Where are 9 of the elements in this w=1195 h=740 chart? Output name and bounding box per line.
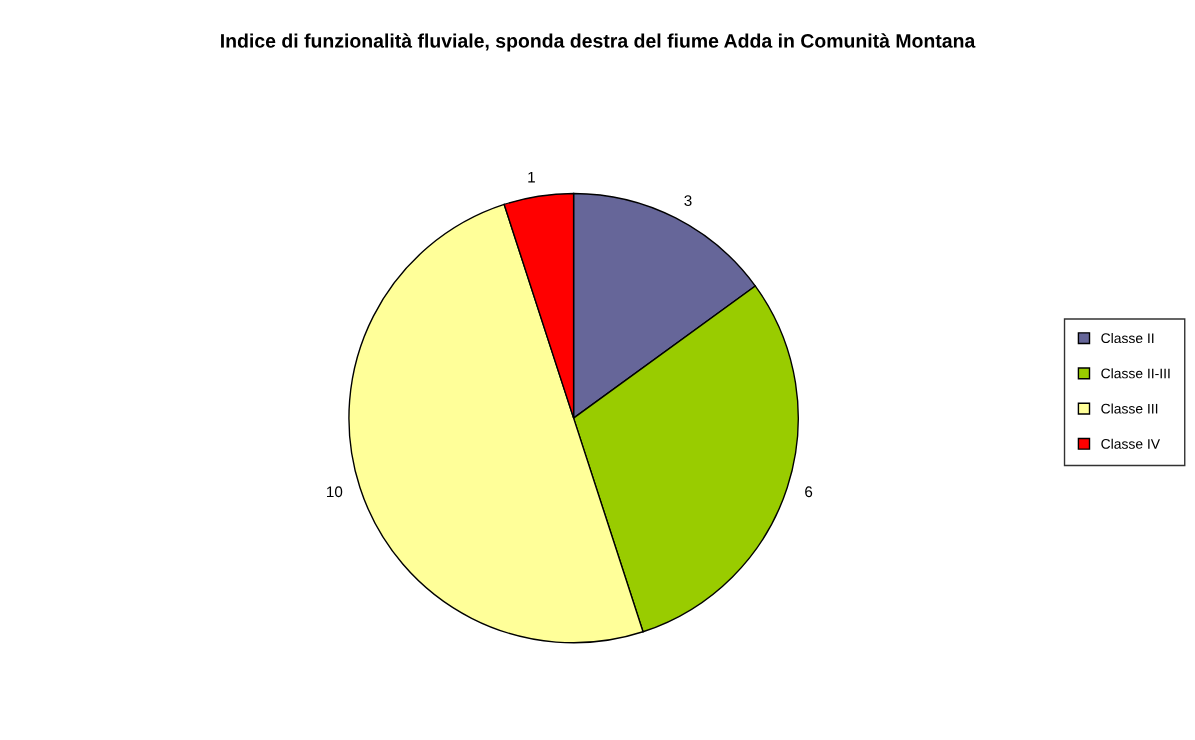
- data-label: 3: [684, 195, 692, 207]
- legend-label: Classe III: [1101, 403, 1158, 414]
- legend-label: Classe IV: [1101, 438, 1161, 449]
- data-label: 1: [528, 171, 535, 183]
- data-label: 10: [327, 486, 343, 498]
- chart-title: Indice di funzionalità fluviale, sponda destra del fiume Adda in Comunità Montana: [221, 33, 976, 52]
- data-label: 6: [805, 486, 813, 498]
- legend-label: Classe II: [1101, 332, 1154, 344]
- legend-label: Classe II-III: [1101, 368, 1170, 379]
